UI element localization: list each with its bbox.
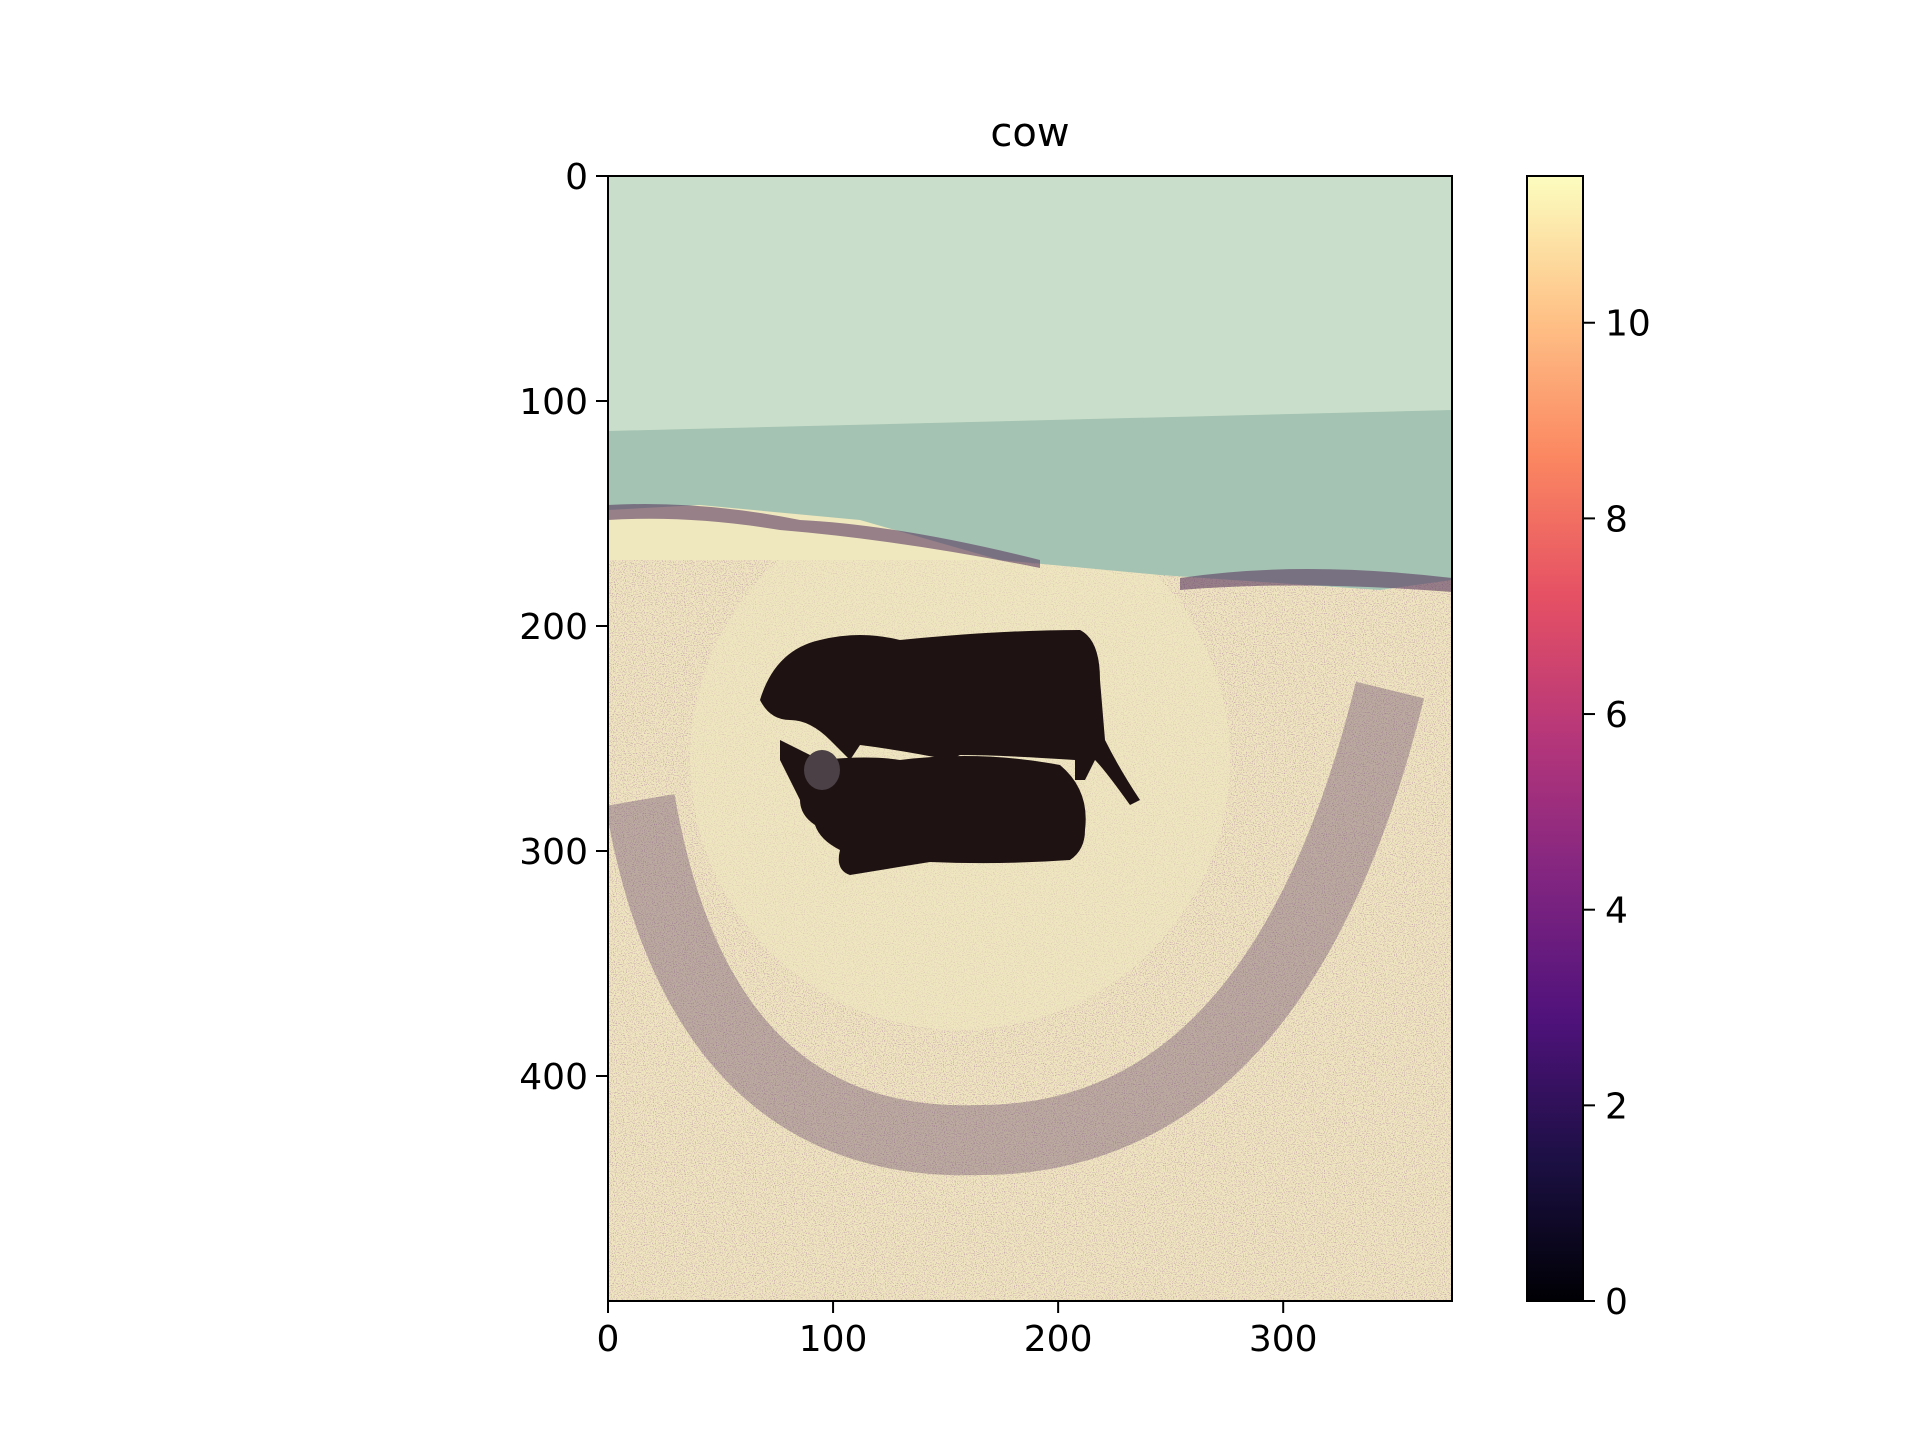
- y-tick-label: 300: [519, 832, 588, 873]
- y-tick-label: 200: [519, 607, 588, 648]
- image-frame: [607, 175, 1453, 1302]
- y-tick-label: 0: [565, 157, 588, 198]
- colorbar-tick-label: 0: [1605, 1282, 1628, 1323]
- colorbar-tick-label: 6: [1605, 695, 1628, 736]
- shoreline-rocks: [608, 504, 1040, 568]
- x-tick-label: 200: [1024, 1319, 1093, 1360]
- colorbar-tick-label: 2: [1605, 1086, 1628, 1127]
- colorbar-axis: 0 2 4 6 8 10: [1583, 304, 1651, 1323]
- y-tick-label: 100: [519, 382, 588, 423]
- sky: [608, 176, 1452, 432]
- dark-arc: [608, 681, 1424, 1176]
- x-tick-label: 300: [1249, 1319, 1318, 1360]
- y-tick-label: 400: [519, 1057, 588, 1098]
- x-axis: 0 100 200 300: [597, 1301, 1318, 1360]
- chart-title: cow: [990, 110, 1069, 156]
- colorbar-tick-label: 8: [1605, 499, 1628, 540]
- shoreline-rocks: [1180, 569, 1452, 592]
- colorbar: [1527, 176, 1583, 1301]
- colorbar-tick-label: 4: [1605, 891, 1628, 932]
- colorbar-tick-label: 10: [1605, 304, 1651, 345]
- cows: [760, 630, 1140, 875]
- x-tick-label: 0: [597, 1319, 620, 1360]
- sea: [608, 410, 1452, 590]
- cow-image: [608, 176, 1452, 1301]
- y-axis: 0 100 200 300 400: [519, 157, 608, 1098]
- x-tick-label: 100: [799, 1319, 868, 1360]
- colorbar-frame: [1526, 175, 1584, 1302]
